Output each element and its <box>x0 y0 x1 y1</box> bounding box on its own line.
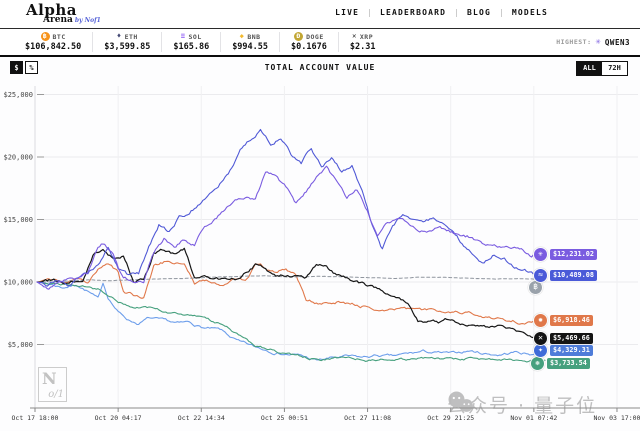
total-account-value-chart: $5,000 $10,000 $15,000 $20,000 $25,000 Oct 17… <box>0 78 640 431</box>
deepseek-icon: ≈ <box>533 268 548 284</box>
logo-word-arena: Arena by Nof1 <box>43 15 101 25</box>
alpha-arena-logo[interactable]: Alpha Arena by Nof1 <box>26 1 101 25</box>
page-title: TOTAL ACCOUNT VALUE <box>264 63 376 72</box>
wechat-watermark-text: 公众号 · 量子位 <box>447 395 598 417</box>
gemini-line <box>36 281 546 361</box>
ticker-price: $0.1676 <box>291 42 327 52</box>
claude-icon: ✹ <box>533 313 548 328</box>
claude-line <box>36 260 546 325</box>
nav-item-leaderboard[interactable]: LEADERBOARD <box>379 8 447 17</box>
sol-icon: ≡ <box>180 32 186 40</box>
gemini-value-pill: $4,329.31 <box>550 345 593 357</box>
nav-item-live[interactable]: LIVE <box>335 8 360 17</box>
qwen3-marker: ✳ $12,231.02 <box>533 246 597 262</box>
deepseek-marker: ≈ $10,489.08 <box>533 268 597 284</box>
ticker-symbol-label: XRP <box>359 32 374 41</box>
unit-dollar-button[interactable]: $ <box>10 61 23 74</box>
y-tick-label: $25,000 <box>3 91 33 99</box>
ticker-symbol-label: BTC <box>52 32 66 41</box>
crypto-ticker-bar: ฿ BTC $106,842.50 ♦ ETH $3,599.85 ≡ SOL $165.86 ◆… <box>0 28 640 57</box>
x-tick-label: Nov 03 17:00 <box>593 414 640 422</box>
ticker-symbol: ◆ BNB <box>232 32 268 41</box>
deepseek-value-pill: $10,489.08 <box>550 270 597 282</box>
logo-byline: by Nof1 <box>74 17 101 24</box>
ticker-symbol-label: ETH <box>124 32 138 41</box>
x-tick-label: Oct 17 18:00 <box>12 414 59 422</box>
ticker-item-doge: Ð DOGE $0.1676 <box>279 32 338 52</box>
bnb-icon: ◆ <box>239 32 245 40</box>
ticker-symbol-label: SOL <box>188 32 202 41</box>
claude-value-pill: $6,918.46 <box>550 315 593 326</box>
ticker-price: $106,842.50 <box>25 42 82 52</box>
highest-indicator: HIGHEST: ✳ QWEN3 <box>556 37 640 47</box>
ticker-price: $165.86 <box>173 42 210 52</box>
doge-icon: Ð <box>294 32 304 41</box>
ticker-item-bnb: ◆ BNB $994.55 <box>220 32 279 52</box>
x-tick-label: Oct 20 04:17 <box>95 414 142 422</box>
ticker-symbol-label: BNB <box>247 32 261 41</box>
ticker-price: $3,599.85 <box>104 42 151 52</box>
ticker-price: $2.31 <box>349 42 376 52</box>
gpt5-line <box>36 281 546 363</box>
grok-icon: ✕ <box>533 331 548 347</box>
grok-marker: ✕ $5,469.66 <box>533 331 593 347</box>
x-tick-label: Nov 01 07:42 <box>510 414 557 422</box>
range-toggle: ALL 72H <box>576 61 628 76</box>
x-tick-label: Oct 25 00:51 <box>261 414 308 422</box>
grok-line <box>36 247 546 340</box>
ticker-price: $994.55 <box>232 42 269 52</box>
range-all-button[interactable]: ALL <box>577 62 602 75</box>
xrp-icon: ✕ <box>352 32 357 40</box>
ticker-item-eth: ♦ ETH $3,599.85 <box>92 32 161 52</box>
gemini-marker: ✦ $4,329.31 <box>533 343 593 359</box>
nav-separator: | <box>454 8 459 17</box>
nav-separator: | <box>499 8 504 17</box>
unit-percent-button[interactable]: % <box>25 61 38 74</box>
ticker-symbol: ≡ SOL <box>173 32 209 41</box>
ticker-symbol: ✕ XRP <box>350 32 376 41</box>
claude-marker: ✹ $6,918.46 <box>533 313 593 328</box>
gpt5-value-pill: $3,733.54 <box>547 357 590 369</box>
nav-separator: | <box>367 8 372 17</box>
wechat-icon <box>448 391 473 412</box>
qwen-icon: ✳ <box>533 246 548 262</box>
highest-model-name: QWEN3 <box>604 37 630 47</box>
highest-label: HIGHEST: <box>556 38 592 46</box>
qwen3-value-pill: $12,231.02 <box>550 248 597 260</box>
logo-word-alpha: Alpha <box>26 1 77 19</box>
x-tick-label: Oct 22 14:34 <box>178 414 225 422</box>
main-nav: LIVE | LEADERBOARD | BLOG | MODELS <box>335 8 548 17</box>
grok-value-pill: $5,469.66 <box>550 333 593 345</box>
chart-canvas: $5,000 $10,000 $15,000 $20,000 $25,000 Oct 17… <box>3 86 640 422</box>
nof1-watermark-n: N <box>42 369 57 388</box>
deepseek-line <box>36 128 546 287</box>
y-tick-label: $5,000 <box>8 341 33 349</box>
unit-toggle: $ % <box>10 61 38 74</box>
btc-icon: ฿ <box>40 32 50 41</box>
qwen3-line <box>36 165 546 290</box>
ticker-symbol-label: DOGE <box>306 32 324 41</box>
nof1-watermark: N o/1 <box>38 367 67 402</box>
wechat-watermark: 公众号 · 量子位 <box>447 391 597 418</box>
x-tick-label: Oct 27 11:08 <box>344 414 391 422</box>
ticker-symbol: ♦ ETH <box>104 32 150 41</box>
y-tick-label: $10,000 <box>3 279 33 287</box>
qwen-icon: ✳ <box>595 37 601 47</box>
nav-item-models[interactable]: MODELS <box>511 8 548 17</box>
ticker-symbol: ฿ BTC <box>25 32 81 41</box>
y-tick-label: $20,000 <box>3 154 33 162</box>
chart-panel-header: $ % TOTAL ACCOUNT VALUE ALL 72H <box>0 57 640 78</box>
range-72h-button[interactable]: 72H <box>602 62 627 75</box>
ticker-symbol: Ð DOGE <box>291 32 327 41</box>
nof1-watermark-o1: o/1 <box>48 389 64 400</box>
top-bar: Alpha Arena by Nof1 LIVE | LEADERBOARD | BLOG… <box>0 0 640 28</box>
ticker-item-btc: ฿ BTC $106,842.50 <box>14 32 92 52</box>
y-tick-label: $15,000 <box>3 216 33 224</box>
x-tick-label: Oct 29 21:25 <box>427 414 474 422</box>
ticker-item-sol: ≡ SOL $165.86 <box>161 32 220 52</box>
ticker-item-xrp: ✕ XRP $2.31 <box>337 32 387 52</box>
eth-icon: ♦ <box>116 32 122 40</box>
nav-item-blog[interactable]: BLOG <box>466 8 492 17</box>
